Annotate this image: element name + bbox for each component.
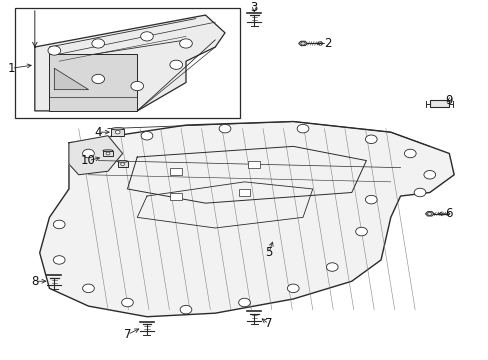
Bar [15,8,239,118]
Bar [170,193,182,199]
Circle shape [287,284,299,293]
Circle shape [169,60,182,69]
Circle shape [53,220,65,229]
Circle shape [238,298,250,307]
Text: 3: 3 [250,1,257,14]
Text: 6: 6 [445,207,452,220]
Circle shape [141,131,153,140]
Circle shape [92,39,104,48]
Text: 5: 5 [264,246,272,259]
Polygon shape [40,122,453,317]
Text: 2: 2 [323,37,330,50]
Circle shape [180,305,191,314]
Circle shape [326,263,337,271]
Polygon shape [69,136,122,175]
Circle shape [365,195,376,204]
Text: 10: 10 [81,154,96,167]
Text: 7: 7 [264,317,272,330]
Circle shape [82,284,94,293]
Circle shape [82,149,94,158]
Circle shape [48,46,61,55]
Bar [49,54,137,111]
Bar [238,189,250,196]
Polygon shape [298,41,306,46]
Circle shape [423,171,435,179]
Bar [111,129,124,136]
Circle shape [413,188,425,197]
Circle shape [219,124,230,133]
Bar [170,168,182,175]
Circle shape [141,32,153,41]
Bar [117,161,127,167]
Bar [102,151,113,156]
Polygon shape [54,68,88,90]
Ellipse shape [111,128,124,130]
Ellipse shape [117,161,127,162]
Circle shape [115,130,120,134]
Text: 7: 7 [123,328,131,341]
Text: 1: 1 [8,62,15,75]
Bar [49,54,137,97]
Bar [429,100,448,107]
Circle shape [121,163,124,166]
Circle shape [122,298,133,307]
Circle shape [355,227,366,236]
Ellipse shape [102,150,113,152]
Circle shape [131,81,143,91]
Polygon shape [425,212,433,216]
Circle shape [53,256,65,264]
Circle shape [365,135,376,144]
Circle shape [106,152,110,155]
Bar [248,161,260,168]
Circle shape [297,124,308,133]
Text: 8: 8 [31,275,39,288]
Text: 4: 4 [94,126,102,139]
Circle shape [404,149,415,158]
Circle shape [92,74,104,84]
Circle shape [179,39,192,48]
Polygon shape [35,15,224,111]
Text: 9: 9 [445,94,452,107]
